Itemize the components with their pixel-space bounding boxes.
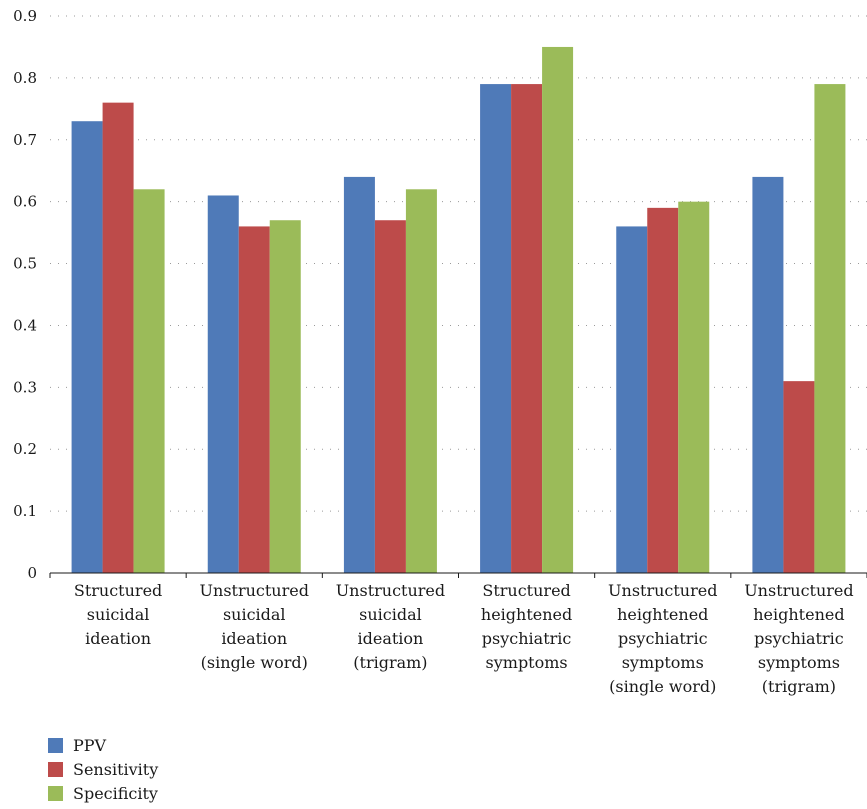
y-tick-label: 0.2 [13,440,37,458]
category-label: Structured heightened psychiatric symptoms [481,581,572,672]
category-label: Structured suicidal ideation [74,581,162,648]
bar-specificity [678,201,710,573]
y-tick-label: 0.9 [13,7,37,25]
y-axis: 0 0.1 0.2 0.3 0.4 0.5 0.6 0.7 0.8 0.9 [13,7,37,582]
category-label: Unstructured heightened psychiatric symptom… [744,581,853,696]
bars [71,46,846,574]
bar-specificity [405,189,437,574]
y-tick-label: 0.3 [13,378,37,396]
bar-sensitivity [783,381,815,573]
category-label: Unstructured suicidal ideation (single word… [200,581,309,672]
legend-label: PPV [73,735,107,755]
category-labels: Structured suicidal ideation Unstructured su… [74,581,854,696]
y-tick-label: 0.1 [13,502,37,520]
legend-item-sensitivity: Sensitivity [48,757,158,781]
bar-ppv [207,195,239,573]
y-tick-label: 0.5 [13,255,37,273]
bar-sensitivity [511,84,543,574]
category-label: Unstructured suicidal ideation (trigram) [336,581,445,672]
gridlines [50,15,867,512]
bar-ppv [752,176,784,573]
x-axis-ticks [49,573,867,578]
bar-sensitivity [238,226,270,573]
y-tick-label: 0.4 [13,316,37,334]
y-tick-label: 0.8 [13,69,37,87]
bar-sensitivity [647,207,679,573]
y-tick-label: 0.6 [13,193,37,211]
bar-sensitivity [374,220,406,573]
legend-swatch [48,737,63,753]
bar-specificity [814,84,846,574]
legend-item-specificity: Specificity [48,781,158,805]
legend-label: Sensitivity [73,759,159,779]
bar-ppv [480,84,512,574]
y-tick-label: 0.7 [13,131,37,149]
legend-swatch [48,785,63,801]
bar-sensitivity [102,102,134,574]
bar-ppv [343,176,375,573]
bar-ppv [616,226,648,573]
legend-swatch [48,761,63,777]
bar-specificity [269,220,301,573]
legend-item-ppv: PPV [48,733,158,757]
bar-ppv [71,121,103,573]
category-label: Unstructured heightened psychiatric symptom… [608,581,717,696]
legend: PPV Sensitivity Specificity [48,733,158,805]
y-tick-label: 0 [27,564,37,582]
legend-label: Specificity [73,783,158,803]
bar-specificity [133,189,165,574]
bar-specificity [542,46,574,573]
